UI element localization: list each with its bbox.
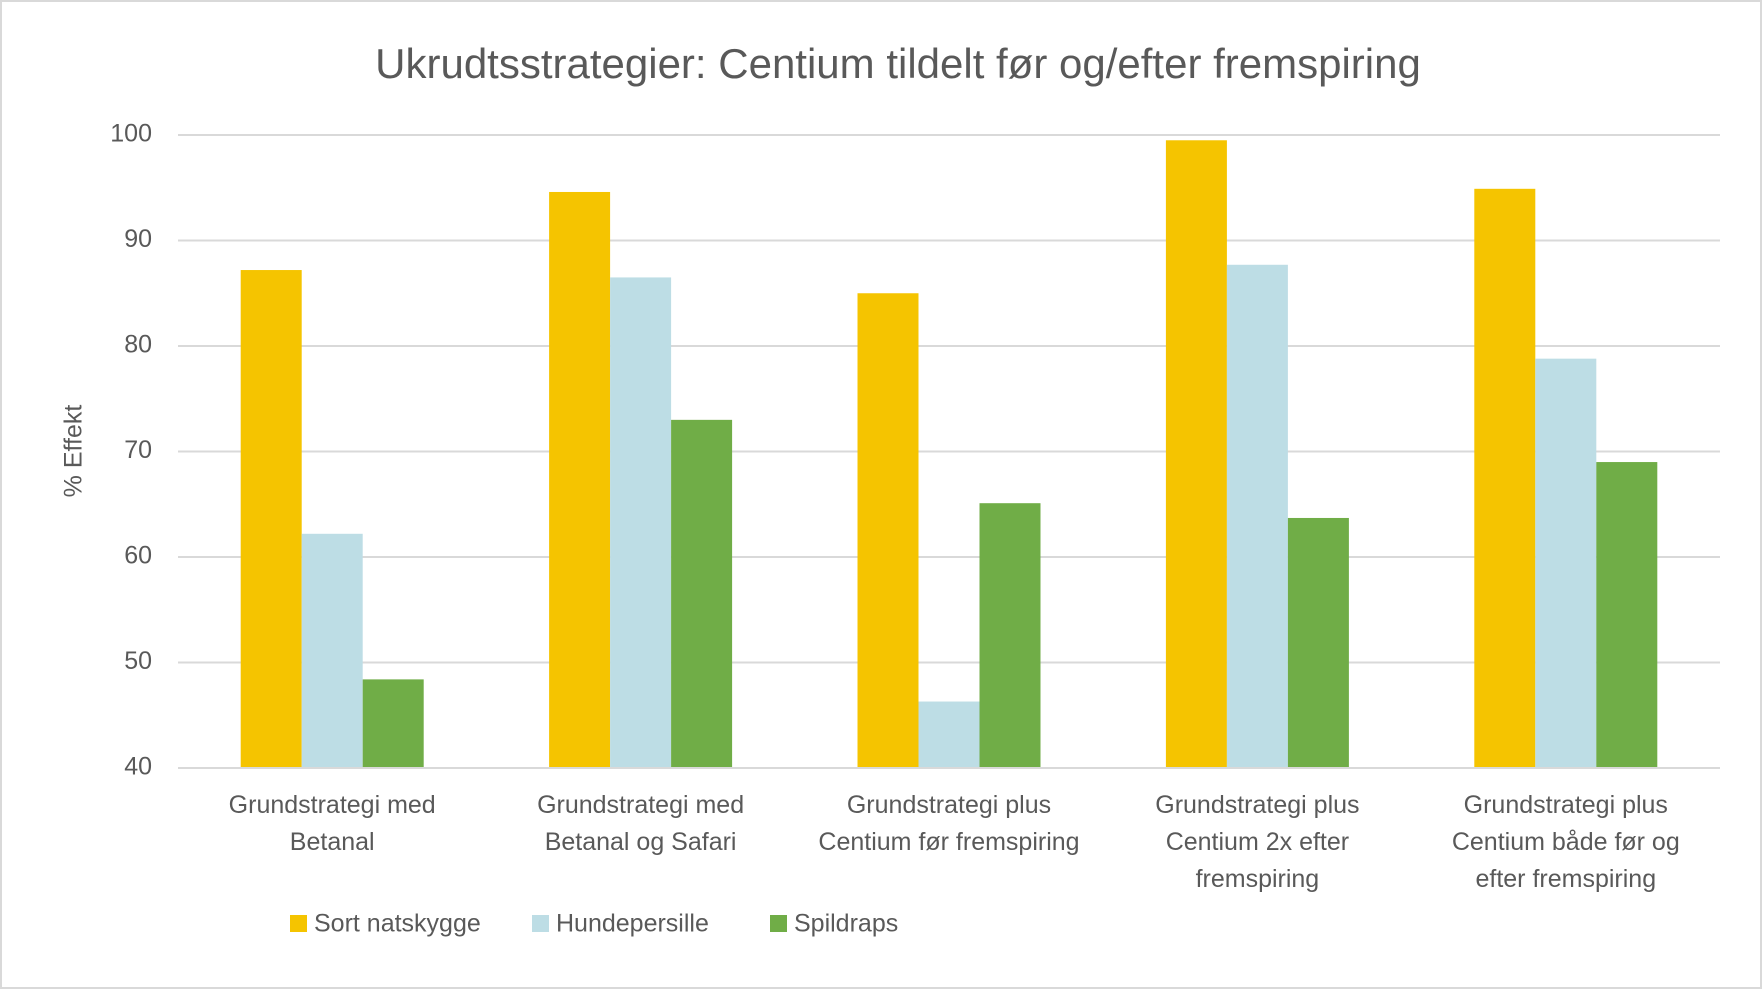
- y-tick-label: 60: [124, 542, 152, 570]
- chart-title: Ukrudtsstrategier: Centium tildelt før o…: [375, 40, 1421, 87]
- x-tick-label: Grundstrategi med Betanal: [229, 791, 436, 856]
- y-tick-label: 70: [124, 436, 152, 464]
- bar: [671, 419, 733, 768]
- bar: [240, 270, 302, 768]
- legend-label: Spildraps: [794, 910, 898, 938]
- legend-label: Hundepersille: [556, 910, 709, 938]
- legend-swatch: [532, 915, 549, 932]
- y-tick-label: 90: [124, 225, 152, 253]
- legend-swatch: [290, 915, 307, 932]
- legend-label: Sort natskygge: [314, 910, 481, 938]
- bar: [857, 293, 919, 768]
- y-tick-label: 80: [124, 331, 152, 359]
- bar: [1226, 264, 1288, 768]
- bar: [979, 503, 1041, 768]
- y-tick-label: 40: [124, 753, 152, 781]
- x-tick-label: Grundstrategi plus Centium både før og eft…: [1452, 791, 1680, 893]
- x-tick-label: Grundstrategi plus Centium 2x efter fremsp…: [1155, 791, 1359, 893]
- bar: [1474, 188, 1536, 768]
- bar: [1287, 517, 1349, 768]
- bar: [610, 277, 672, 768]
- bar: [362, 679, 424, 768]
- bar: [1165, 140, 1227, 768]
- y-axis-label: % Effekt: [60, 405, 88, 498]
- y-tick-label: 100: [110, 120, 152, 148]
- bar: [549, 191, 611, 769]
- legend-swatch: [770, 915, 787, 932]
- bar: [301, 533, 363, 768]
- bar: [1596, 462, 1658, 768]
- bar: [918, 701, 980, 768]
- x-tick-label: Grundstrategi med Betanal og Safari: [537, 791, 744, 856]
- y-tick-label: 50: [124, 647, 152, 675]
- bar: [1535, 358, 1597, 768]
- x-tick-label: Grundstrategi plus Centium før fremspirin…: [818, 791, 1079, 856]
